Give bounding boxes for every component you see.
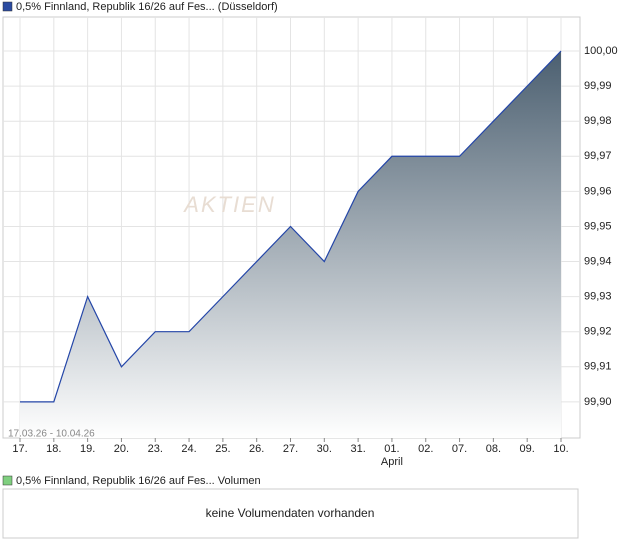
y-tick-label: 99,96 (584, 185, 612, 197)
legend-swatch (2, 1, 13, 12)
legend-swatch (2, 475, 13, 486)
y-tick-label: 99,92 (584, 326, 612, 338)
y-tick-label: 99,93 (584, 291, 612, 303)
y-tick-label: 99,90 (584, 396, 612, 408)
volume-panel (2, 488, 579, 539)
x-tick-label: 02. (418, 443, 433, 455)
x-tick-label: 01. (384, 443, 399, 455)
volume-title: 0,5% Finnland, Republik 16/26 auf Fes...… (16, 475, 261, 487)
date-range: 17.03.26 - 10.04.26 (8, 429, 95, 440)
x-tick-label: 09. (520, 443, 535, 455)
y-tick-label: 99,95 (584, 220, 612, 232)
x-tick-label: 17. (12, 443, 27, 455)
x-tick-label: 26. (249, 443, 264, 455)
x-tick-label: 10. (553, 443, 568, 455)
x-tick-label: 08. (486, 443, 501, 455)
y-tick-label: 99,91 (584, 361, 612, 373)
area (20, 51, 561, 439)
y-tick-label: 100,00 (584, 45, 618, 57)
y-tick-label: 99,99 (584, 80, 612, 92)
x-tick-label: 20. (114, 443, 129, 455)
x-tick-label: 24. (181, 443, 196, 455)
x-tick-label: 30. (317, 443, 332, 455)
x-tick-label: 07. (452, 443, 467, 455)
y-tick-label: 99,94 (584, 255, 612, 267)
line (20, 50, 562, 403)
chart-title: 0,5% Finnland, Republik 16/26 auf Fes...… (16, 1, 278, 13)
watermark: AKTIEN (182, 192, 275, 217)
x-tick-label: 31. (350, 443, 365, 455)
y-tick-label: 99,97 (584, 150, 612, 162)
x-tick-label: 25. (215, 443, 230, 455)
x-tick-label: 18. (46, 443, 61, 455)
volume-message: keine Volumendaten vorhanden (206, 506, 375, 520)
x-tick-label: 27. (283, 443, 298, 455)
x-tick-label: 19. (80, 443, 95, 455)
y-tick-label: 99,98 (584, 115, 612, 127)
x-tick-label: 23. (148, 443, 163, 455)
x-sublabel: April (381, 456, 403, 468)
